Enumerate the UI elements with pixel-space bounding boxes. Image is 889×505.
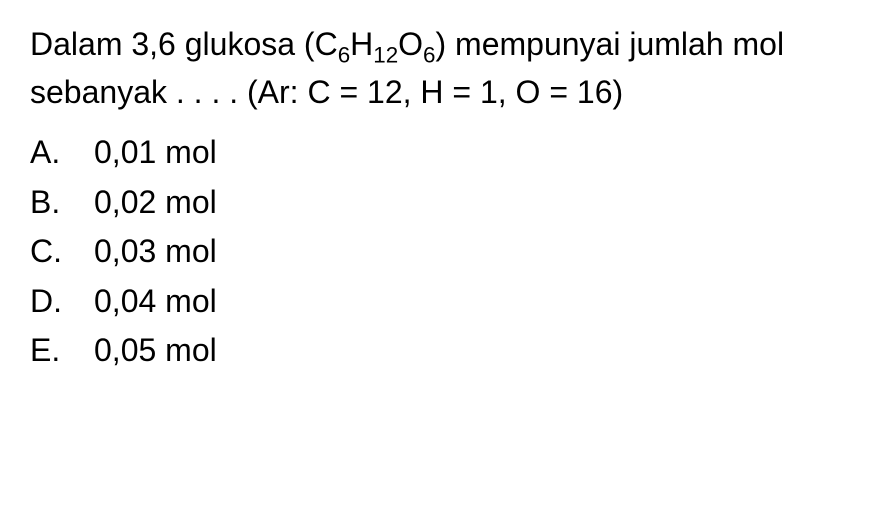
option-value: 0,05 mol xyxy=(94,326,859,376)
formula-sub-1: 6 xyxy=(338,42,350,67)
option-d[interactable]: D. 0,04 mol xyxy=(30,277,859,327)
options-list: A. 0,01 mol B. 0,02 mol C. 0,03 mol D. 0… xyxy=(30,128,859,376)
option-letter: B. xyxy=(30,178,94,228)
formula-sub-2: 12 xyxy=(373,42,398,67)
option-value: 0,02 mol xyxy=(94,178,859,228)
formula-sub-3: 6 xyxy=(423,42,435,67)
option-e[interactable]: E. 0,05 mol xyxy=(30,326,859,376)
option-value: 0,04 mol xyxy=(94,277,859,327)
option-value: 0,03 mol xyxy=(94,227,859,277)
option-a[interactable]: A. 0,01 mol xyxy=(30,128,859,178)
question-text: Dalam 3,6 glukosa (C6H12O6) mempunyai ju… xyxy=(30,20,859,116)
option-c[interactable]: C. 0,03 mol xyxy=(30,227,859,277)
option-letter: C. xyxy=(30,227,94,277)
question-part-3: O xyxy=(398,26,423,62)
option-b[interactable]: B. 0,02 mol xyxy=(30,178,859,228)
option-letter: E. xyxy=(30,326,94,376)
question-part-1: Dalam 3,6 glukosa (C xyxy=(30,26,338,62)
option-letter: D. xyxy=(30,277,94,327)
question-part-2: H xyxy=(350,26,373,62)
option-letter: A. xyxy=(30,128,94,178)
option-value: 0,01 mol xyxy=(94,128,859,178)
